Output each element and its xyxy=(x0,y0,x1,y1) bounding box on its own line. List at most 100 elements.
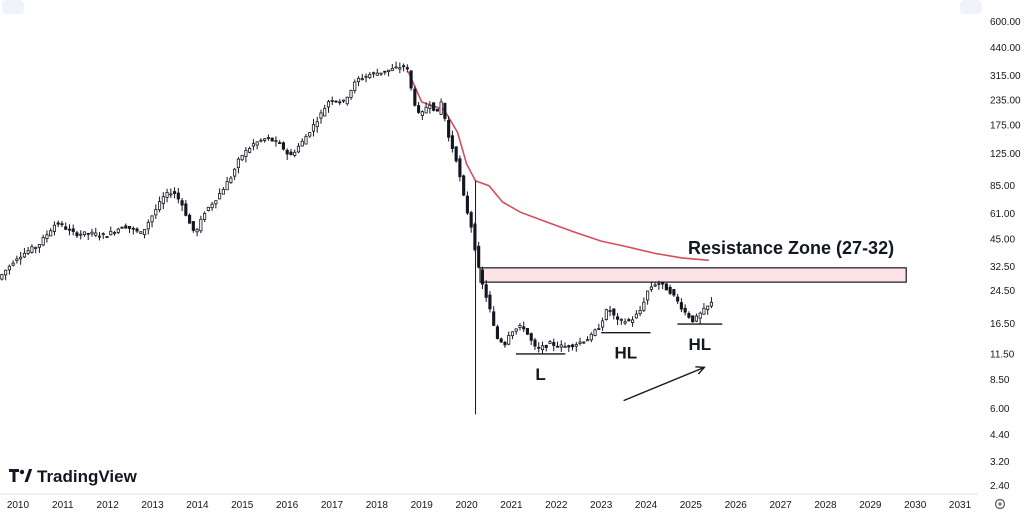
candle-body xyxy=(394,66,398,69)
candle-body xyxy=(634,313,638,319)
candle-body xyxy=(97,235,102,238)
candle-body xyxy=(278,142,282,145)
candle-body xyxy=(447,119,451,138)
y-tick-label: 4.40 xyxy=(990,430,1010,441)
candle-body xyxy=(390,68,394,72)
candle-body xyxy=(218,193,222,200)
x-tick-label: 2020 xyxy=(455,500,478,511)
candle-body xyxy=(514,328,518,332)
brand-name: TradingView xyxy=(37,467,138,486)
candle-body xyxy=(574,344,578,347)
candle-body xyxy=(405,67,409,70)
more-icon[interactable] xyxy=(960,0,982,14)
candle-body xyxy=(124,225,128,229)
candle-body xyxy=(387,69,391,73)
candle-body xyxy=(604,309,608,320)
candle-body xyxy=(7,265,11,271)
candle-body xyxy=(462,175,466,196)
swing-point-label: L xyxy=(535,365,545,384)
candle-body xyxy=(244,150,248,157)
trend-arrow-line xyxy=(623,366,705,402)
candle-body xyxy=(458,158,462,178)
candle-body xyxy=(578,341,582,344)
candle-body xyxy=(105,236,109,238)
candle-body xyxy=(34,246,38,249)
y-tick-label: 61.00 xyxy=(990,209,1015,220)
candle-body xyxy=(619,318,623,321)
x-tick-label: 2024 xyxy=(635,500,658,511)
candle-body xyxy=(259,139,263,142)
candle-body xyxy=(668,286,672,294)
candle-body xyxy=(657,283,661,285)
x-tick-label: 2028 xyxy=(814,500,837,511)
candle-body xyxy=(86,232,90,235)
candle-body xyxy=(263,138,267,141)
candle-body xyxy=(300,140,304,147)
candle-body xyxy=(37,244,41,248)
candle-body xyxy=(413,88,417,106)
candle-body xyxy=(150,215,154,223)
candle-body xyxy=(432,102,436,111)
candle-body xyxy=(368,74,372,79)
candle-body xyxy=(180,200,184,206)
candle-body xyxy=(525,328,530,335)
candle-body xyxy=(308,132,312,137)
candle-body xyxy=(225,181,229,191)
candle-body xyxy=(473,223,477,251)
candle-body xyxy=(19,256,23,260)
settings-gear-icon[interactable] xyxy=(994,498,1006,510)
candle-body xyxy=(495,326,500,339)
y-tick-label: 600.00 xyxy=(990,17,1021,28)
x-tick-label: 2019 xyxy=(411,500,434,511)
candle-body xyxy=(266,137,270,139)
candle-body xyxy=(653,284,657,287)
candle-body xyxy=(229,177,233,183)
candle-body xyxy=(709,301,713,307)
candle-body xyxy=(529,333,533,341)
x-tick-label: 2031 xyxy=(949,500,972,511)
candle-body xyxy=(75,232,79,237)
x-tick-label: 2022 xyxy=(545,500,568,511)
candle-body xyxy=(480,269,484,285)
tradingview-logo-icon xyxy=(9,469,33,482)
candle-body xyxy=(646,290,650,301)
candle-body xyxy=(0,273,4,280)
candle-body xyxy=(593,329,597,336)
candle-body xyxy=(544,344,548,348)
candle-body xyxy=(311,124,316,132)
swing-point-label: HL xyxy=(614,344,637,363)
y-tick-label: 16.50 xyxy=(990,319,1015,330)
candle-body xyxy=(274,140,278,143)
candle-body xyxy=(214,200,218,205)
candle-body xyxy=(683,307,687,313)
candle-body xyxy=(649,286,653,290)
candle-body xyxy=(116,228,120,233)
candle-body xyxy=(402,65,406,68)
x-tick-label: 2011 xyxy=(52,500,74,511)
x-tick-label: 2021 xyxy=(500,500,523,511)
candle-body xyxy=(492,311,496,326)
candle-body xyxy=(161,196,165,204)
candle-body xyxy=(15,258,19,262)
candle-body xyxy=(435,108,439,112)
candle-body xyxy=(210,203,214,209)
candle-body xyxy=(443,102,447,119)
candle-body xyxy=(285,149,289,155)
more-icon[interactable] xyxy=(2,0,24,14)
candle-body xyxy=(120,226,124,229)
candle-body xyxy=(191,221,195,231)
candle-body xyxy=(555,345,560,348)
candle-body xyxy=(240,154,244,161)
y-tick-label: 85.00 xyxy=(990,181,1015,192)
candle-body xyxy=(251,143,255,147)
candle-body xyxy=(345,96,349,105)
candle-body xyxy=(221,188,225,195)
y-tick-label: 45.00 xyxy=(990,235,1015,246)
candle-body xyxy=(691,315,695,323)
candle-body xyxy=(296,145,301,153)
candle-body xyxy=(236,158,240,169)
candle-body xyxy=(488,294,492,310)
candle-body xyxy=(559,344,563,348)
